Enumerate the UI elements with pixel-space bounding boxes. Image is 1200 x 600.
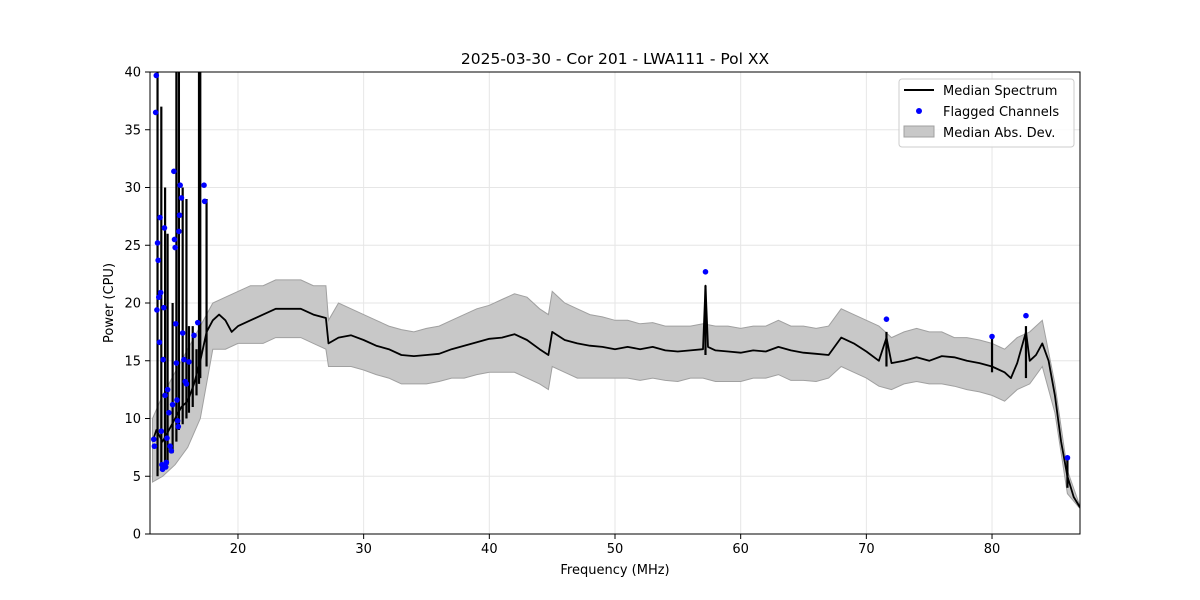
flagged-channel-point — [178, 195, 185, 201]
mad-band-layer — [152, 279, 1080, 510]
flagged-channel-point — [161, 225, 168, 231]
flagged-channel-point — [162, 464, 169, 470]
flagged-channels-layer — [150, 72, 1071, 473]
flagged-channel-point — [158, 428, 165, 435]
flagged-channel-point — [155, 257, 161, 264]
flagged-channel-point — [176, 212, 183, 219]
y-tick-label: 40 — [124, 66, 141, 81]
flagged-channel-point — [163, 459, 170, 466]
y-tick-label: 0 — [133, 528, 141, 543]
flagged-channel-point — [183, 381, 190, 387]
y-tick-label: 15 — [124, 354, 141, 369]
flagged-channel-point — [186, 359, 192, 365]
flagged-channel-point — [171, 236, 178, 243]
x-tick-label: 80 — [984, 542, 1001, 557]
legend-flagged-label: Flagged Channels — [943, 105, 1059, 120]
flagged-channel-point — [177, 182, 183, 188]
legend-median-label: Median Spectrum — [943, 84, 1057, 99]
flagged-channel-point — [174, 397, 180, 403]
flagged-channel-point — [166, 409, 172, 416]
flagged-channel-point — [160, 356, 166, 363]
flagged-channel-point — [157, 214, 163, 221]
flagged-channel-point — [176, 228, 182, 235]
y-tick-label: 10 — [124, 412, 141, 427]
x-tick-label: 60 — [732, 542, 749, 557]
flagged-channel-point — [181, 356, 187, 363]
flagged-channel-point — [175, 423, 182, 430]
flagged-channel-point — [152, 109, 159, 116]
flagged-channel-point — [154, 307, 160, 313]
flagged-channel-point — [164, 435, 170, 441]
flagged-channel-point — [172, 320, 179, 327]
y-axis-label: Power (CPU) — [102, 263, 117, 343]
axes: 20 30 40 50 60 70 80 0 5 10 15 20 25 30 35 40 — [124, 66, 1000, 558]
flagged-channel-point — [702, 269, 709, 275]
flagged-channel-point — [167, 443, 173, 450]
flagged-channel-point — [1023, 312, 1029, 319]
flagged-channel-point — [155, 294, 162, 301]
y-tick-label: 20 — [124, 297, 141, 312]
flagged-channel-point — [194, 319, 201, 326]
chart-title: 2025-03-30 - Cor 201 - LWA111 - Pol XX — [461, 50, 770, 68]
x-axis-label: Frequency (MHz) — [560, 563, 669, 578]
x-tick-label: 40 — [481, 542, 498, 557]
flagged-channel-point — [172, 244, 178, 251]
flagged-channel-point — [150, 436, 157, 443]
legend-mad-patch-swatch — [903, 125, 935, 138]
flagged-channel-point — [153, 72, 160, 79]
flagged-channel-point — [157, 289, 164, 296]
y-tick-label: 35 — [124, 123, 141, 138]
flagged-channel-point — [179, 330, 186, 336]
legend-flagged-marker-swatch — [916, 108, 922, 114]
y-tick-label: 30 — [124, 181, 141, 196]
median-spectrum-line — [151, 284, 1080, 508]
y-tick-label: 25 — [124, 239, 141, 254]
flagged-channel-point — [201, 182, 207, 188]
flagged-channel-point — [171, 168, 177, 175]
flagged-channel-point — [883, 316, 890, 322]
flagged-channel-point — [169, 401, 176, 408]
flagged-channel-point — [151, 443, 158, 450]
legend-box — [898, 78, 1075, 148]
flagged-channel-point — [161, 304, 167, 311]
x-tick-label: 20 — [230, 542, 247, 557]
mad-band — [152, 279, 1080, 510]
legend-mad-label: Median Abs. Dev. — [943, 126, 1055, 141]
flagged-channel-point — [156, 339, 163, 346]
x-tick-label: 70 — [858, 542, 875, 557]
flagged-channel-point — [162, 392, 168, 399]
flagged-channel-point — [1064, 454, 1071, 461]
flagged-channel-point — [173, 360, 180, 366]
flagged-channel-point — [154, 240, 161, 246]
flagged-channel-point — [191, 332, 197, 339]
flagged-channel-point — [989, 333, 995, 340]
x-tick-label: 30 — [355, 542, 372, 557]
median-spectrum-layer — [151, 72, 1080, 508]
flagged-channel-point — [174, 418, 181, 424]
y-tick-label: 5 — [133, 470, 141, 485]
flagged-channel-point — [168, 448, 175, 454]
x-tick-label: 50 — [607, 542, 624, 557]
legend: Median Spectrum Flagged Channels Median … — [898, 78, 1075, 148]
flagged-channel-point — [201, 198, 208, 205]
flagged-channel-point — [164, 386, 171, 393]
